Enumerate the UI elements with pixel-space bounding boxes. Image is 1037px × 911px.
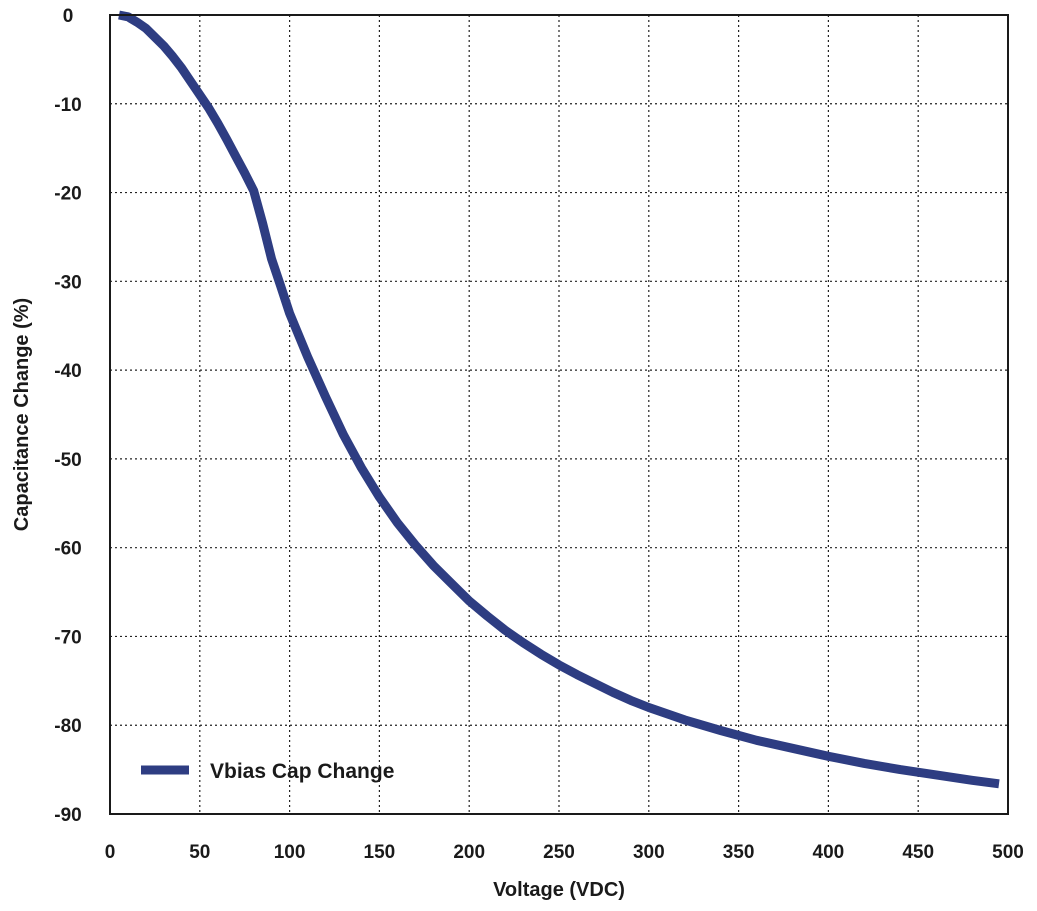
x-tick-label: 500 (992, 842, 1024, 863)
x-tick-label: 100 (274, 842, 306, 863)
x-tick-label: 150 (364, 842, 396, 863)
y-tick-label: -10 (54, 95, 81, 116)
x-tick-label: 350 (723, 842, 755, 863)
y-tick-label: -80 (54, 716, 81, 737)
x-tick-label: 400 (813, 842, 845, 863)
plot-frame (109, 14, 1009, 815)
x-axis-tick-labels: 0 50 100 150 200 250 300 350 400 450 500 (105, 842, 1024, 863)
y-tick-label: -60 (54, 539, 81, 560)
y-tick-label: -50 (54, 450, 81, 471)
y-tick-label: -70 (54, 627, 81, 648)
y-axis-title: Capacitance Change (%) (11, 298, 33, 531)
x-tick-label: 200 (453, 842, 485, 863)
x-tick-label: 300 (633, 842, 665, 863)
y-tick-label: -30 (54, 272, 81, 293)
y-tick-label: -20 (54, 184, 81, 205)
grid (110, 15, 1008, 814)
series-layer (118, 10, 1000, 789)
y-axis-tick-labels: 0 -10 -20 -30 -40 -50 -60 -70 -80 -90 (54, 6, 81, 826)
x-tick-label: 450 (902, 842, 934, 863)
x-axis-title: Voltage (VDC) (493, 879, 625, 901)
x-tick-label: 50 (189, 842, 210, 863)
y-tick-label: -40 (54, 361, 81, 382)
x-tick-label: 250 (543, 842, 575, 863)
legend-label: Vbias Cap Change (210, 760, 394, 783)
y-tick-label: 0 (63, 6, 74, 27)
legend: Vbias Cap Change (141, 760, 394, 783)
series-line (118, 10, 1000, 789)
y-tick-label: -90 (54, 805, 81, 826)
x-tick-label: 0 (105, 842, 116, 863)
